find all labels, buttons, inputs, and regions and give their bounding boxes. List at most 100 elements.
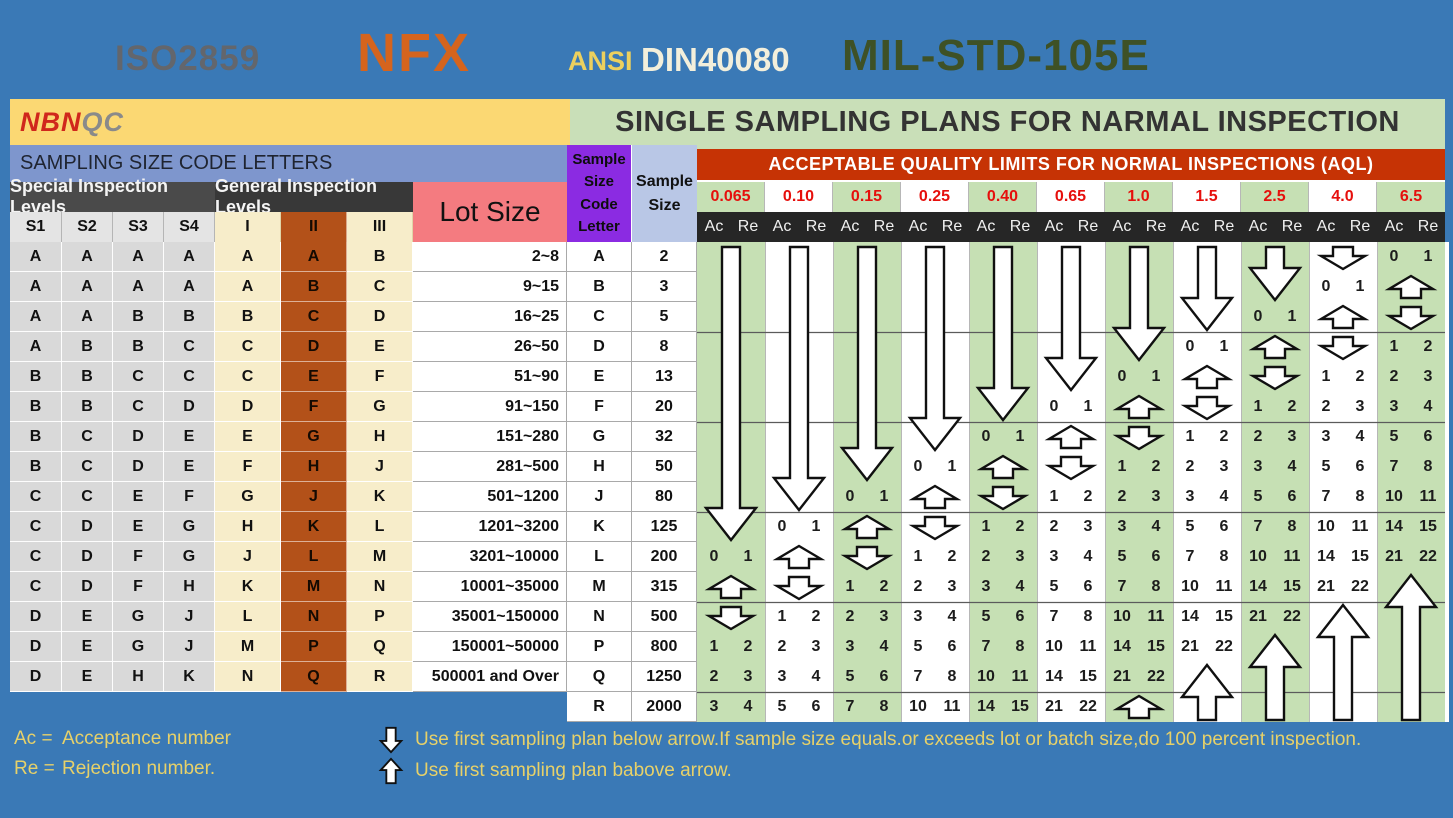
re-cell xyxy=(1003,332,1037,362)
general-level-cell: C xyxy=(215,332,281,362)
ac-cell: 0 xyxy=(1309,272,1343,302)
re-cell: 4 xyxy=(1343,422,1377,452)
re-cell xyxy=(731,422,765,452)
general-level-cell: E xyxy=(347,332,413,362)
special-level-cell: E xyxy=(113,512,164,542)
lot-size-cell xyxy=(413,692,567,722)
ac-cell xyxy=(1309,662,1343,692)
ac-cell: 2 xyxy=(1173,452,1207,482)
sample-size-cell: 32 xyxy=(632,422,697,452)
re-cell xyxy=(1071,362,1105,392)
ac-cell xyxy=(697,572,731,602)
general-level-cell: E xyxy=(215,422,281,452)
re-cell: 3 xyxy=(1411,362,1445,392)
re-cell xyxy=(799,362,833,392)
ac-cell: 21 xyxy=(1309,572,1343,602)
ac-cell xyxy=(697,512,731,542)
ac-cell: 3 xyxy=(1241,452,1275,482)
general-level-cell: D xyxy=(281,332,347,362)
re-cell xyxy=(1411,692,1445,722)
acre-header-row: Ac Re Ac Re Ac Re Ac Re Ac Re Ac Re Ac Re Ac Re Ac Re Ac Re… xyxy=(697,212,1445,242)
re-cell xyxy=(867,332,901,362)
re-cell: 4 xyxy=(1275,452,1309,482)
code-letter-cell: L xyxy=(567,542,632,572)
ac-cell: 5 xyxy=(1173,512,1207,542)
aql-value: 6.5 xyxy=(1377,182,1445,212)
logo-nbn: NBN xyxy=(20,107,82,137)
ac-cell xyxy=(697,362,731,392)
re-cell xyxy=(799,302,833,332)
lot-size-cell: 281~500 xyxy=(413,452,567,482)
re-cell xyxy=(867,242,901,272)
down-arrow-definition: Use first sampling plan below arrow.If s… xyxy=(415,728,1362,750)
re-header: Re xyxy=(1145,218,1167,235)
special-level-cell: A xyxy=(113,242,164,272)
ac-cell xyxy=(1377,572,1411,602)
ac-cell xyxy=(1105,302,1139,332)
ac-cell xyxy=(765,242,799,272)
general-level-cell: F xyxy=(215,452,281,482)
ac-cell xyxy=(765,302,799,332)
ac-cell xyxy=(1037,362,1071,392)
general-level-cell: K xyxy=(347,482,413,512)
code-letter-cell: C xyxy=(567,302,632,332)
general-level-cell: B xyxy=(281,272,347,302)
ac-cell: 2 xyxy=(1105,482,1139,512)
ac-cell: 2 xyxy=(969,542,1003,572)
re-cell xyxy=(731,302,765,332)
ac-cell: 0 xyxy=(1173,332,1207,362)
ac-cell xyxy=(1173,272,1207,302)
re-header: Re xyxy=(737,218,759,235)
ac-cell: 14 xyxy=(1241,572,1275,602)
re-cell: 15 xyxy=(1275,572,1309,602)
ac-cell xyxy=(1105,332,1139,362)
re-cell xyxy=(799,242,833,272)
ac-cell xyxy=(1105,392,1139,422)
ac-cell xyxy=(901,272,935,302)
ac-cell: 2 xyxy=(697,662,731,692)
re-cell xyxy=(867,512,901,542)
general-level-cell: K xyxy=(281,512,347,542)
special-level-cell: B xyxy=(62,362,113,392)
general-level-cell: D xyxy=(347,302,413,332)
ac-cell xyxy=(765,362,799,392)
re-cell xyxy=(1071,452,1105,482)
ac-cell xyxy=(1173,362,1207,392)
general-level-cell: D xyxy=(215,392,281,422)
re-cell: 3 xyxy=(1343,392,1377,422)
sample-size-cell: 500 xyxy=(632,602,697,632)
special-level-cell: D xyxy=(164,392,215,422)
ac-cell xyxy=(1105,422,1139,452)
ac-cell xyxy=(1037,332,1071,362)
special-level-cell: E xyxy=(113,482,164,512)
ac-cell: 5 xyxy=(765,692,799,722)
re-cell xyxy=(1275,362,1309,392)
ac-cell: 3 xyxy=(765,662,799,692)
sample-size-cell: 315 xyxy=(632,572,697,602)
ac-header: Ac xyxy=(704,218,724,235)
ac-cell: 3 xyxy=(833,632,867,662)
re-cell: 8 xyxy=(935,662,969,692)
re-cell xyxy=(731,572,765,602)
ac-cell: 3 xyxy=(697,692,731,722)
special-level-cell: B xyxy=(10,392,62,422)
ac-cell: 14 xyxy=(1377,512,1411,542)
special-level-cell: G xyxy=(164,542,215,572)
ac-cell: 10 xyxy=(1173,572,1207,602)
aql-value: 4.0 xyxy=(1309,182,1377,212)
special-level-cell: G xyxy=(164,512,215,542)
re-cell xyxy=(799,422,833,452)
re-cell xyxy=(1411,632,1445,662)
special-level-cell: C xyxy=(113,392,164,422)
ac-cell: 0 xyxy=(1105,362,1139,392)
sample-size-cell: 13 xyxy=(632,362,697,392)
special-level-cell: A xyxy=(62,302,113,332)
ac-cell xyxy=(1173,392,1207,422)
ac-cell: 1 xyxy=(1241,392,1275,422)
special-level-cell: D xyxy=(62,542,113,572)
special-levels-header: Special Inspection Levels xyxy=(10,176,215,217)
re-cell xyxy=(1207,242,1241,272)
ac-cell xyxy=(833,452,867,482)
general-level-cell: G xyxy=(281,422,347,452)
